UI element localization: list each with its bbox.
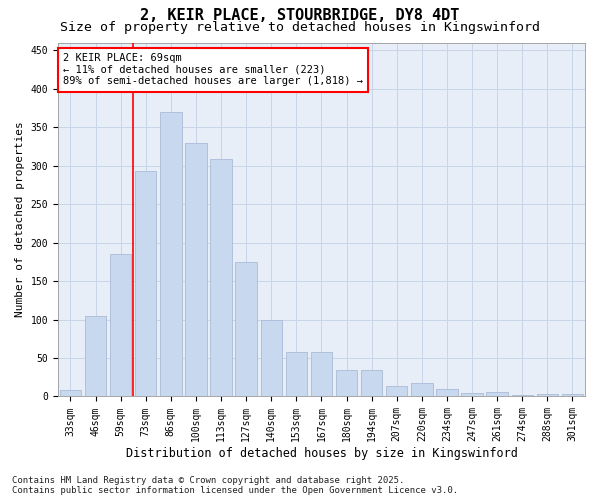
- Y-axis label: Number of detached properties: Number of detached properties: [15, 122, 25, 318]
- Bar: [311, 352, 332, 397]
- Bar: [135, 171, 157, 396]
- Bar: [185, 142, 206, 396]
- Bar: [110, 254, 131, 396]
- Text: 2, KEIR PLACE, STOURBRIDGE, DY8 4DT: 2, KEIR PLACE, STOURBRIDGE, DY8 4DT: [140, 8, 460, 22]
- Bar: [336, 370, 357, 396]
- Bar: [487, 392, 508, 396]
- Bar: [60, 390, 81, 396]
- Bar: [512, 395, 533, 396]
- Bar: [411, 384, 433, 396]
- Bar: [235, 262, 257, 396]
- Bar: [461, 392, 483, 396]
- Bar: [85, 316, 106, 396]
- Bar: [536, 394, 558, 396]
- Bar: [386, 386, 407, 396]
- Bar: [361, 370, 382, 396]
- Bar: [160, 112, 182, 397]
- Text: Contains HM Land Registry data © Crown copyright and database right 2025.
Contai: Contains HM Land Registry data © Crown c…: [12, 476, 458, 495]
- Bar: [436, 389, 458, 396]
- Bar: [260, 320, 282, 396]
- Text: 2 KEIR PLACE: 69sqm
← 11% of detached houses are smaller (223)
89% of semi-detac: 2 KEIR PLACE: 69sqm ← 11% of detached ho…: [63, 53, 363, 86]
- Bar: [211, 160, 232, 396]
- Text: Size of property relative to detached houses in Kingswinford: Size of property relative to detached ho…: [60, 21, 540, 34]
- X-axis label: Distribution of detached houses by size in Kingswinford: Distribution of detached houses by size …: [125, 447, 517, 460]
- Bar: [562, 394, 583, 396]
- Bar: [286, 352, 307, 397]
